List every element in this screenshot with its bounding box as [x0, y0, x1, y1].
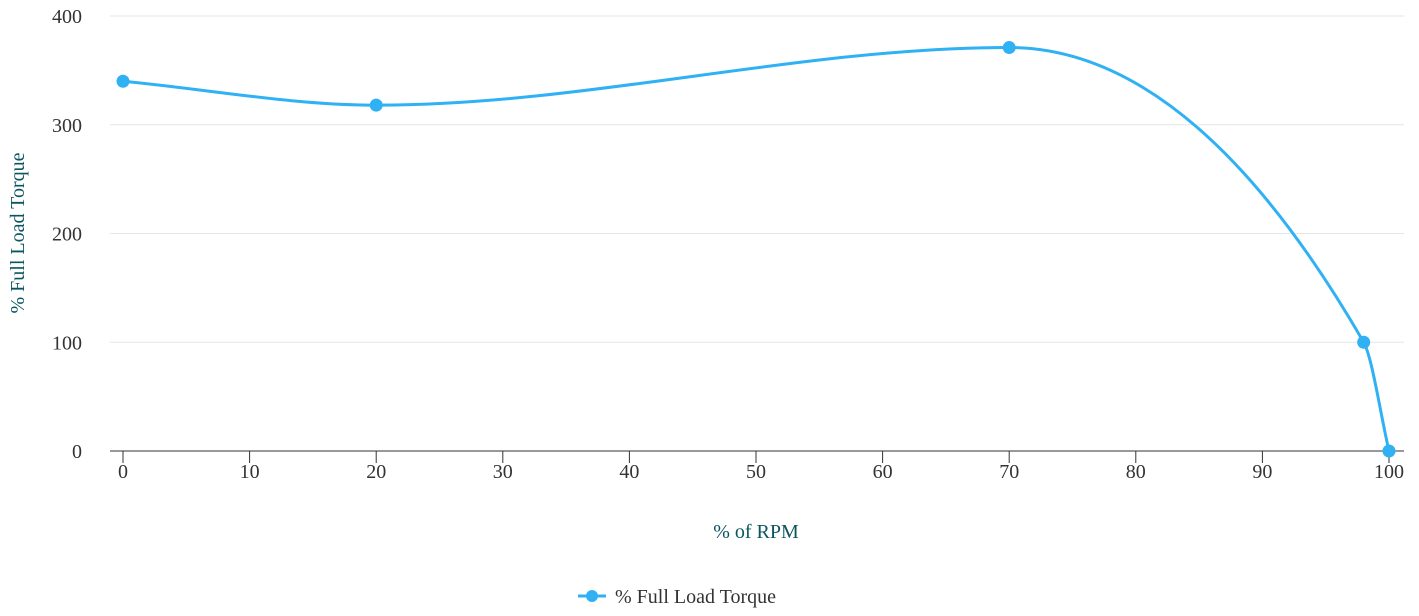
x-axis-title: % of RPM: [713, 521, 799, 543]
data-point-marker[interactable]: [116, 74, 130, 88]
x-tick-label: 100: [1374, 461, 1404, 483]
label-layer: 0 100 200 300 400 0 10 20 30 40 50 60 70 80 90 100: [52, 6, 1404, 483]
x-tick-label: 10: [240, 461, 260, 483]
x-tick-label: 60: [873, 461, 893, 483]
y-tick-label: 300: [52, 115, 82, 137]
legend-series-marker-icon: [586, 590, 598, 602]
series-layer: [116, 41, 1396, 458]
legend-series-label: % Full Load Torque: [615, 586, 776, 608]
data-point-marker[interactable]: [369, 98, 383, 112]
legend[interactable]: % Full Load Torque: [578, 586, 776, 608]
y-tick-label: 400: [52, 6, 82, 28]
x-tick-label: 0: [118, 461, 128, 483]
x-tick-label: 30: [493, 461, 513, 483]
x-tick-label: 50: [746, 461, 766, 483]
y-tick-label: 100: [52, 332, 82, 354]
x-tick-label: 20: [366, 461, 386, 483]
series-line: [122, 46, 1391, 452]
y-tick-label: 200: [52, 224, 82, 246]
y-axis-title: % Full Load Torque: [7, 152, 29, 313]
x-tick-label: 70: [999, 461, 1019, 483]
data-point-marker[interactable]: [1382, 444, 1396, 458]
x-tick-label: 80: [1126, 461, 1146, 483]
axis-layer: [110, 450, 1404, 463]
data-point-marker[interactable]: [1002, 41, 1016, 55]
data-point-marker[interactable]: [1357, 335, 1371, 349]
y-tick-label: 0: [72, 441, 82, 463]
x-tick-label: 90: [1252, 461, 1272, 483]
x-tick-label: 40: [619, 461, 639, 483]
grid-layer: [110, 15, 1404, 343]
